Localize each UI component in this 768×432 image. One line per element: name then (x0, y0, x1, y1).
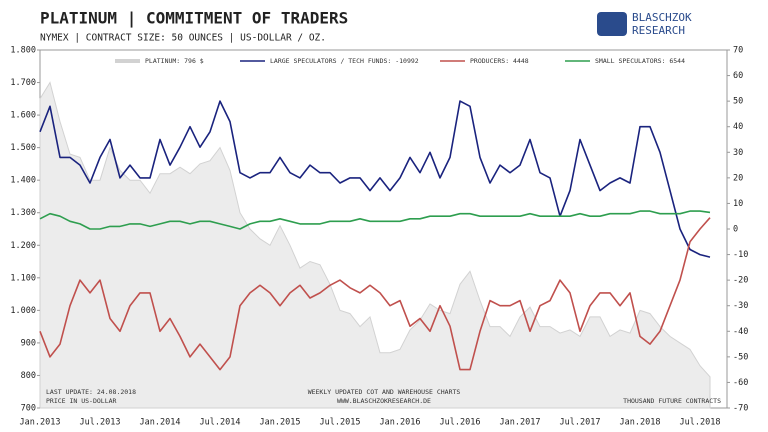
y-tick-label: 1.000 (10, 306, 36, 316)
y2-tick-label: -50 (733, 352, 748, 362)
legend-label: SMALL SPECULATORS: 6544 (595, 57, 685, 65)
footer-note: THOUSAND FUTURE CONTRACTS (623, 397, 721, 405)
y-tick-label: 1.600 (10, 111, 36, 121)
line (39, 210, 711, 230)
y-tick-label: 1.700 (10, 78, 36, 88)
y2-tick-label: -30 (733, 301, 748, 311)
legend-label: PLATINUM: 796 $ (145, 57, 204, 65)
y2-tick-label: -40 (733, 327, 748, 337)
y2-tick-label: 20 (733, 173, 743, 183)
y-tick-label: 900 (21, 338, 36, 348)
y-tick-label: 1.300 (10, 208, 36, 218)
logo-text: RESEARCH (632, 24, 685, 37)
y2-tick-label: 60 (733, 71, 743, 81)
legend-label: LARGE SPECULATORS / TECH FUNDS: -10992 (270, 57, 419, 65)
y2-tick-label: -10 (733, 250, 748, 260)
x-tick-label: Jan.2017 (500, 418, 541, 428)
y-tick-label: 1.100 (10, 273, 36, 283)
area (39, 81, 711, 409)
y-tick-label: 700 (21, 404, 36, 414)
logo-icon (597, 12, 627, 36)
y2-tick-label: -60 (733, 378, 748, 388)
x-tick-label: Jan.2013 (20, 418, 61, 428)
y2-tick-label: 0 (733, 225, 738, 235)
y-tick-label: 1.200 (10, 241, 36, 251)
y2-tick-label: -20 (733, 276, 748, 286)
x-tick-label: Jul.2016 (440, 418, 481, 428)
footer-note: LAST UPDATE: 24.08.2018 (46, 388, 136, 396)
chart-title: PLATINUM | COMMITMENT OF TRADERS (40, 9, 348, 29)
footer-note: WEEKLY UPDATED COT AND WAREHOUSE CHARTS (308, 388, 461, 396)
y-tick-label: 1.500 (10, 143, 36, 153)
x-tick-label: Jul.2013 (80, 418, 121, 428)
y-tick-label: 1.800 (10, 46, 36, 56)
x-tick-label: Jul.2014 (200, 418, 241, 428)
x-tick-label: Jan.2014 (140, 418, 181, 428)
y2-tick-label: 70 (733, 46, 743, 56)
x-tick-label: Jul.2017 (560, 418, 601, 428)
y2-tick-label: 30 (733, 148, 743, 158)
y-tick-label: 1.400 (10, 176, 36, 186)
x-tick-label: Jan.2015 (260, 418, 301, 428)
y2-tick-label: 10 (733, 199, 743, 209)
y2-tick-label: 50 (733, 97, 743, 107)
footer-note: PRICE IN US-DOLLAR (46, 397, 117, 405)
line (39, 100, 711, 258)
legend-label: PRODUCERS: 4448 (470, 57, 529, 65)
x-tick-label: Jul.2015 (320, 418, 361, 428)
y-tick-label: 800 (21, 371, 36, 381)
x-tick-label: Jan.2018 (620, 418, 661, 428)
x-tick-label: Jul.2018 (680, 418, 721, 428)
line (39, 217, 711, 371)
x-tick-label: Jan.2016 (380, 418, 421, 428)
y2-tick-label: 40 (733, 122, 743, 132)
logo-text: BLASCHZOK (632, 11, 692, 24)
footer-note: WWW.BLASCHZOKRESEARCH.DE (337, 397, 431, 405)
logo: BLASCHZOK RESEARCH (597, 11, 692, 37)
y2-tick-label: -70 (733, 404, 748, 414)
chart-subtitle: NYMEX | CONTRACT SIZE: 50 OUNCES | US-DO… (40, 33, 326, 44)
